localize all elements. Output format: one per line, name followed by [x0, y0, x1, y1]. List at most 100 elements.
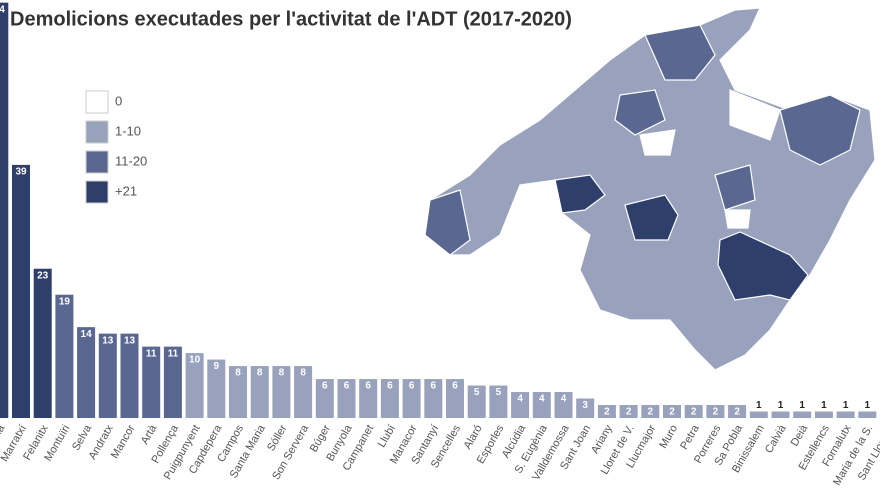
region — [724, 209, 751, 229]
region — [717, 231, 809, 301]
bar — [55, 294, 74, 418]
value-label: 23 — [37, 270, 49, 281]
bar — [424, 379, 443, 418]
value-label: 5 — [496, 387, 502, 398]
legend-label: 11-20 — [115, 153, 147, 168]
bar — [554, 392, 573, 418]
region — [779, 94, 861, 166]
bar — [489, 385, 508, 418]
value-label: 1 — [756, 400, 762, 411]
bar — [663, 405, 681, 418]
bar — [511, 392, 530, 418]
region — [693, 348, 717, 371]
bar — [272, 366, 291, 418]
value-label: 13 — [124, 335, 136, 346]
bar — [728, 405, 747, 418]
bar — [532, 392, 551, 418]
value-label: 8 — [257, 368, 263, 379]
value-label: 2 — [648, 407, 654, 418]
value-label: 11 — [146, 348, 157, 359]
bar — [207, 359, 226, 418]
bar — [294, 366, 313, 418]
legend-swatch — [85, 120, 109, 144]
bar — [771, 411, 790, 418]
bar — [446, 379, 464, 418]
value-label: 1 — [843, 400, 849, 411]
value-label: 2 — [626, 407, 632, 418]
value-label: 5 — [474, 387, 480, 398]
bar — [619, 405, 638, 418]
value-label: 19 — [59, 296, 71, 307]
x-tick-label: Calvià — [763, 422, 789, 455]
bar — [814, 411, 833, 418]
chart-title: Demolicions executades per l'activitat d… — [10, 8, 572, 30]
value-label: 4 — [539, 394, 545, 405]
value-label: 2 — [713, 407, 719, 418]
value-label: 2 — [669, 407, 675, 418]
map — [424, 7, 876, 371]
x-tick-label: Artà — [139, 422, 160, 446]
value-label: 6 — [344, 381, 350, 392]
bar — [229, 366, 247, 418]
bar — [597, 405, 616, 418]
legend-label: 1-10 — [115, 123, 141, 138]
value-label: 9 — [214, 361, 220, 372]
x-tick-label: Muro — [657, 423, 680, 451]
value-label: 1 — [865, 400, 871, 411]
value-label: 1 — [821, 400, 827, 411]
bar — [120, 333, 139, 418]
region — [624, 194, 679, 241]
value-label: 1 — [799, 400, 805, 411]
region — [714, 164, 756, 211]
value-label: 3 — [582, 400, 588, 411]
bar — [836, 411, 855, 418]
x-tick-label: Deià — [789, 422, 811, 448]
legend-label: 0 — [115, 93, 122, 108]
region — [424, 189, 471, 256]
x-tick-label: Llubí — [376, 423, 398, 450]
bar — [380, 379, 399, 418]
value-label: 64 — [0, 4, 5, 15]
bar — [359, 379, 378, 418]
value-label: 2 — [734, 407, 740, 418]
legend-swatch — [85, 150, 109, 174]
bar — [185, 353, 204, 418]
bar — [98, 333, 117, 418]
bar — [749, 411, 768, 418]
bar — [77, 327, 96, 418]
bar — [163, 346, 182, 418]
bar — [402, 379, 421, 418]
bar — [142, 346, 161, 418]
value-label: 8 — [235, 368, 241, 379]
legend-label: +21 — [115, 183, 137, 198]
value-label: 8 — [279, 368, 285, 379]
bar — [684, 405, 703, 418]
bar — [337, 379, 356, 418]
value-label: 6 — [387, 381, 393, 392]
region — [644, 24, 716, 81]
value-label: 39 — [15, 167, 27, 178]
value-label: 6 — [409, 381, 415, 392]
island — [424, 7, 876, 371]
value-label: 6 — [452, 381, 458, 392]
value-label: 8 — [300, 368, 306, 379]
value-label: 2 — [691, 407, 697, 418]
legend-swatch — [85, 180, 109, 204]
value-label: 14 — [81, 329, 93, 340]
bar — [467, 385, 486, 418]
region — [729, 89, 781, 141]
bar — [0, 2, 9, 418]
legend: 0 1-10 11-20 +21 — [85, 90, 147, 204]
value-label: 2 — [604, 407, 610, 418]
value-label: 11 — [168, 348, 179, 359]
bar — [250, 366, 269, 418]
bar — [706, 405, 725, 418]
region — [499, 179, 591, 251]
bar — [793, 411, 812, 418]
value-label: 13 — [102, 335, 114, 346]
bar — [315, 379, 334, 418]
bar — [12, 164, 30, 418]
value-label: 1 — [778, 400, 784, 411]
region — [614, 89, 666, 136]
